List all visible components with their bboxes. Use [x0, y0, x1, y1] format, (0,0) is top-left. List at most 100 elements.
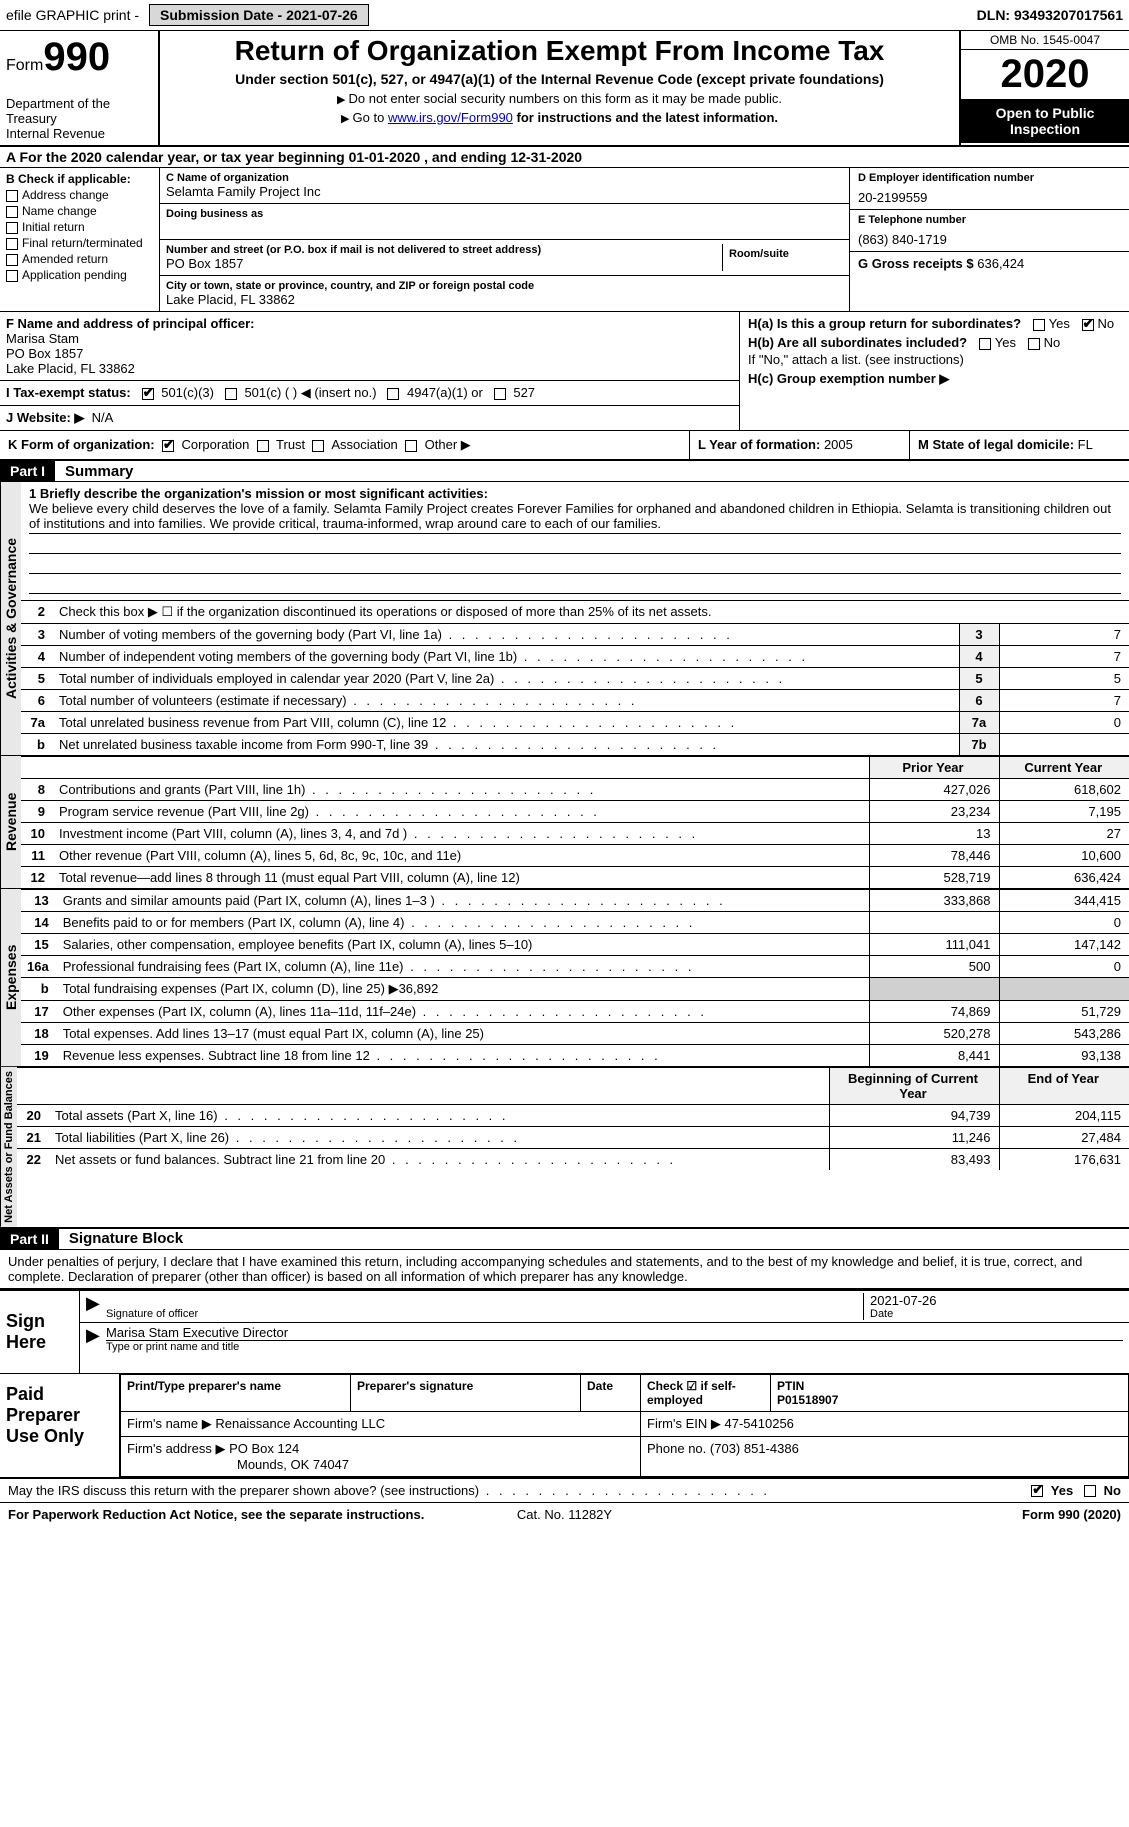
sig-declaration: Under penalties of perjury, I declare th… [0, 1250, 1129, 1290]
box-i: I Tax-exempt status: 501(c)(3) 501(c) ( … [0, 381, 739, 406]
box-k-label: K Form of organization: [8, 437, 155, 452]
form-subtitle: Under section 501(c), 527, or 4947(a)(1)… [166, 71, 953, 87]
tel-label: E Telephone number [858, 214, 1121, 226]
firm-name: Renaissance Accounting LLC [215, 1416, 385, 1431]
header-right: OMB No. 1545-0047 2020 Open to Public In… [959, 31, 1129, 145]
hb-yes[interactable] [979, 338, 991, 350]
part1-tag: Part I [0, 461, 55, 481]
tab-expenses: Expenses [0, 889, 21, 1066]
sig-officer-label: Signature of officer [106, 1308, 863, 1320]
gross-label: G Gross receipts $ [858, 256, 974, 271]
discuss-no-chk[interactable] [1084, 1485, 1096, 1497]
hc-label: H(c) Group exemption number ▶ [748, 371, 949, 386]
l2-text: Check this box ▶ ☐ if the organization d… [53, 601, 1129, 624]
ptin-label: PTIN [777, 1379, 804, 1393]
year-formation: 2005 [824, 437, 853, 452]
irs-link[interactable]: www.irs.gov/Form990 [388, 110, 513, 125]
open-to-public: Open to Public Inspection [961, 99, 1129, 143]
ein-value: 20-2199559 [858, 190, 1121, 205]
ha-yes[interactable] [1033, 319, 1045, 331]
firm-addr: PO Box 124 [229, 1441, 299, 1456]
box-b: B Check if applicable: Address change Na… [0, 168, 160, 311]
form-number: 990 [43, 35, 110, 79]
submission-date-button[interactable]: Submission Date - 2021-07-26 [149, 4, 369, 26]
chk-501c[interactable] [225, 388, 237, 400]
chk-corp[interactable] [162, 440, 174, 452]
mission-text: We believe every child deserves the love… [29, 501, 1121, 534]
paid-preparer-block: Paid Preparer Use Only Print/Type prepar… [0, 1374, 1129, 1479]
room-label: Room/suite [729, 248, 837, 260]
box-d: D Employer identification number 20-2199… [849, 168, 1129, 311]
chk-assoc[interactable] [312, 440, 324, 452]
sig-date: 2021-07-26 [870, 1293, 1123, 1308]
efile-label: efile GRAPHIC print - [6, 7, 139, 23]
chk-address-change[interactable] [6, 190, 18, 202]
gross-value: 636,424 [977, 256, 1024, 271]
chk-amended[interactable] [6, 254, 18, 266]
prep-selfemp-label: Check ☑ if self-employed [641, 1374, 771, 1411]
chk-4947[interactable] [387, 388, 399, 400]
efile-topbar: efile GRAPHIC print - Submission Date - … [0, 0, 1129, 31]
chk-trust[interactable] [257, 440, 269, 452]
chk-final-return[interactable] [6, 238, 18, 250]
tab-netassets: Net Assets or Fund Balances [0, 1067, 17, 1227]
ha-no[interactable] [1082, 319, 1094, 331]
sig-date-label: Date [870, 1308, 1123, 1320]
chk-initial-return[interactable] [6, 222, 18, 234]
form-title: Return of Organization Exempt From Incom… [166, 35, 953, 67]
tel-value: (863) 840-1719 [858, 232, 1121, 247]
form-label: Form [6, 57, 43, 74]
irs-discuss-row: May the IRS discuss this return with the… [0, 1479, 1129, 1503]
footer-right: Form 990 (2020) [1022, 1507, 1121, 1522]
fhij-left: F Name and address of principal officer:… [0, 312, 739, 430]
section-bcd: B Check if applicable: Address change Na… [0, 168, 1129, 312]
box-c: C Name of organization Selamta Family Pr… [160, 168, 849, 311]
revenue-section: Revenue Prior YearCurrent Year 8Contribu… [0, 756, 1129, 889]
org-name: Selamta Family Project Inc [166, 184, 843, 199]
footer-left: For Paperwork Reduction Act Notice, see … [8, 1507, 424, 1522]
chk-other[interactable] [405, 440, 417, 452]
chk-501c3[interactable] [142, 388, 154, 400]
box-b-header: B Check if applicable: [6, 172, 153, 186]
box-f: F Name and address of principal officer:… [0, 312, 739, 381]
box-i-label: I Tax-exempt status: [6, 385, 131, 400]
dba-label: Doing business as [166, 208, 843, 220]
name-title-label: Type or print name and title [106, 1341, 1123, 1353]
chk-527[interactable] [494, 388, 506, 400]
dept-treasury: Department of the Treasury Internal Reve… [6, 96, 152, 141]
tab-revenue: Revenue [0, 756, 21, 888]
box-l-label: L Year of formation: [698, 437, 820, 452]
officer-name-title: Marisa Stam Executive Director [106, 1325, 1123, 1341]
firm-ein: 47-5410256 [725, 1416, 794, 1431]
sign-here-block: Sign Here ▶ Signature of officer 2021-07… [0, 1290, 1129, 1374]
netassets-section: Net Assets or Fund Balances Beginning of… [0, 1067, 1129, 1229]
part2-title: Signature Block [59, 1230, 183, 1247]
tax-year: 2020 [961, 50, 1129, 99]
ssn-note: Do not enter social security numbers on … [166, 91, 953, 106]
chk-app-pending[interactable] [6, 270, 18, 282]
tab-activities: Activities & Governance [0, 482, 21, 755]
chk-name-change[interactable] [6, 206, 18, 218]
officer-addr2: Lake Placid, FL 33862 [6, 361, 135, 376]
section-a-tax-year: A For the 2020 calendar year, or tax yea… [0, 147, 1129, 168]
firm-name-label: Firm's name ▶ [127, 1416, 212, 1431]
prep-date-label: Date [581, 1374, 641, 1411]
officer-name: Marisa Stam [6, 331, 79, 346]
hb-note: If "No," attach a list. (see instruction… [748, 352, 1121, 367]
hb-label: H(b) Are all subordinates included? [748, 335, 967, 350]
prep-sig-label: Preparer's signature [351, 1374, 581, 1411]
revenue-table: Prior YearCurrent Year 8Contributions an… [21, 756, 1129, 888]
ha-label: H(a) Is this a group return for subordin… [748, 316, 1021, 331]
org-address: PO Box 1857 [166, 256, 722, 271]
discuss-yes-chk[interactable] [1031, 1485, 1043, 1497]
addr-label: Number and street (or P.O. box if mail i… [166, 244, 722, 256]
ein-label: D Employer identification number [858, 172, 1121, 184]
state-domicile: FL [1078, 437, 1093, 452]
hb-no[interactable] [1028, 338, 1040, 350]
sign-here-label: Sign Here [0, 1291, 80, 1373]
irs-discuss-text: May the IRS discuss this return with the… [8, 1483, 770, 1498]
part1-title: Summary [55, 463, 133, 480]
discuss-no: No [1104, 1483, 1121, 1498]
goto-note-post: for instructions and the latest informat… [513, 110, 778, 125]
section-fhij: F Name and address of principal officer:… [0, 312, 1129, 431]
